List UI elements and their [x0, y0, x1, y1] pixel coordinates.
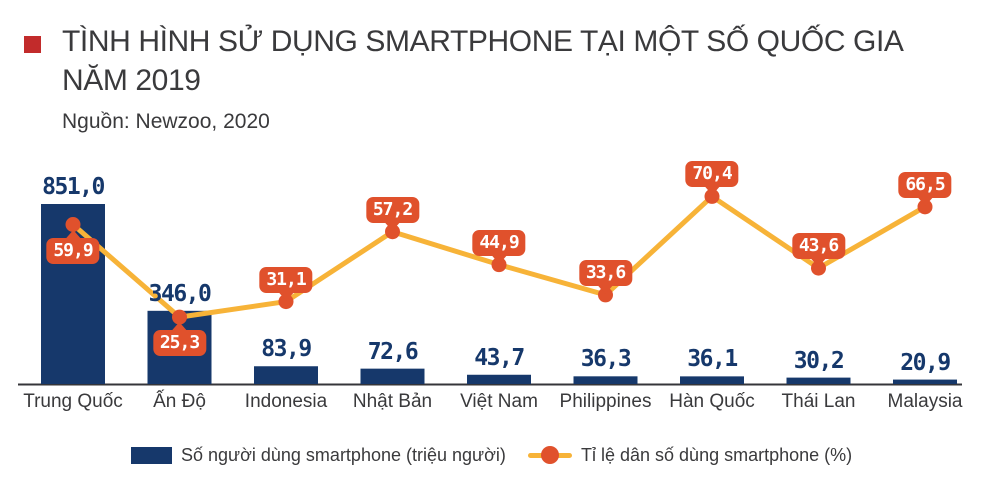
pct-badge: 57,2 [365, 196, 420, 223]
line-marker [65, 217, 81, 233]
category-label: Hàn Quốc [669, 391, 755, 412]
bar [467, 374, 531, 384]
legend-bar-label: Số người dùng smartphone (triệu người) [181, 445, 506, 465]
bar [786, 377, 851, 384]
category-label: Nhật Bản [352, 391, 433, 412]
bar-value-label: 36,1 [687, 346, 738, 373]
pct-badge: 31,1 [259, 266, 313, 293]
chart-header: TÌNH HÌNH SỬ DỤNG SMARTPHONE TẠI MỘT SỐ … [62, 22, 985, 135]
pct-badge: 25,3 [152, 330, 207, 357]
pct-badge: 33,6 [578, 259, 633, 286]
pct-badge: 59,9 [46, 237, 100, 264]
pct-badge: 44,9 [472, 229, 526, 256]
category-label: Thái Lan [781, 391, 856, 412]
bar-value-label: 72,6 [367, 338, 419, 365]
line-marker [172, 309, 187, 325]
bar [680, 376, 744, 384]
legend-bar-swatch-icon [131, 446, 172, 464]
title-bullet-icon [24, 36, 41, 53]
bar-value-label: 346,0 [148, 280, 212, 307]
bar [893, 379, 957, 384]
legend-line-label: Tỉ lệ dân số dùng smartphone (%) [581, 445, 853, 465]
legend-item-line: Tỉ lệ dân số dùng smartphone (%) [528, 444, 852, 466]
bar [573, 376, 638, 384]
chart-title-line-2: NĂM 2019 [62, 64, 201, 97]
pct-badge: 43,6 [791, 233, 846, 260]
bar-value-label: 83,9 [261, 336, 312, 363]
bar-value-label: 30,2 [793, 347, 845, 374]
legend-line-dot-icon [541, 446, 559, 464]
category-label: Philippines [559, 391, 652, 412]
category-label: Trung Quốc [23, 391, 123, 412]
category-label: Việt Nam [460, 391, 538, 412]
category-label: Ấn Độ [153, 391, 206, 412]
category-label: Malaysia [887, 391, 963, 412]
bar-value-label: 43,7 [474, 344, 525, 371]
bar-value-label: 20,9 [900, 349, 951, 376]
category-label: Indonesia [244, 391, 328, 412]
bar-value-label: 851,0 [42, 174, 105, 200]
bar-value-label: 36,3 [580, 346, 632, 373]
bar [254, 366, 318, 384]
chart-title-line-1: TÌNH HÌNH SỬ DỤNG SMARTPHONE TẠI MỘT SỐ … [62, 25, 904, 58]
bar [360, 368, 425, 384]
legend-line-swatch-icon [528, 446, 572, 464]
pct-badge: 70,4 [685, 161, 739, 188]
pct-badge: 66,5 [898, 171, 952, 198]
source-label: Nguồn: Newzoo, 2020 [62, 110, 270, 133]
legend-item-bars: Số người dùng smartphone (triệu người) [131, 444, 506, 466]
